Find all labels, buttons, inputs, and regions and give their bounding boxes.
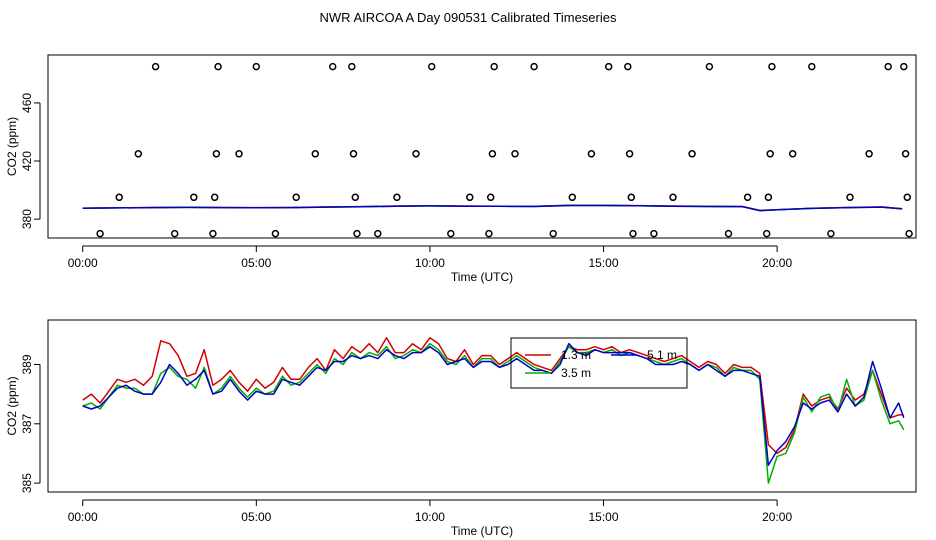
marker-point: [884, 62, 892, 71]
marker-point: [724, 229, 733, 238]
marker-point: [466, 193, 474, 202]
marker-point: [827, 229, 835, 238]
x-tick-label: 00:00: [68, 510, 98, 524]
marker-point: [865, 150, 873, 158]
x-axis-label: Time (UTC): [451, 524, 513, 538]
legend-label: 3.5 m: [561, 366, 591, 380]
marker-point: [348, 62, 356, 71]
marker-point: [768, 62, 776, 71]
marker-point: [252, 62, 261, 71]
marker-point: [486, 193, 495, 202]
marker-point: [669, 193, 677, 202]
marker-point: [511, 150, 519, 158]
marker-point: [587, 150, 596, 158]
series-line-51m: [82, 342, 905, 467]
marker-point: [214, 62, 222, 71]
y-axis-label: CO2 (ppm): [5, 117, 19, 176]
marker-point: [766, 150, 774, 158]
marker-point: [762, 229, 771, 238]
marker-point: [311, 150, 320, 158]
marker-point: [170, 229, 179, 238]
marker-point: [530, 62, 538, 71]
marker-point: [393, 193, 401, 202]
marker-point: [235, 150, 243, 158]
y-tick-label: 385: [20, 473, 34, 493]
marker-point: [846, 193, 854, 202]
marker-point: [96, 229, 104, 238]
marker-point: [743, 193, 752, 202]
marker-point: [349, 150, 358, 158]
bottom-panel: 00:00 05:00 10:00 15:00 20:00 Time (UTC) 385 38…: [5, 319, 917, 538]
marker-point: [764, 193, 773, 202]
marker-point: [190, 193, 198, 202]
series-line-51m: [82, 204, 903, 212]
marker-point: [151, 62, 160, 71]
marker-point: [788, 150, 797, 158]
plot-frame: [47, 54, 917, 239]
x-tick-label: 05:00: [241, 256, 271, 270]
x-tick-label: 20:00: [762, 256, 792, 270]
marker-point: [488, 150, 497, 158]
x-tick-label: 15:00: [589, 256, 619, 270]
marker-point: [412, 150, 420, 158]
marker-point: [374, 229, 382, 238]
x-tick-label: 20:00: [762, 510, 792, 524]
marker-point: [625, 150, 634, 158]
marker-point: [134, 150, 143, 158]
x-tick-label: 10:00: [415, 256, 445, 270]
y-tick-label: 380: [20, 209, 34, 229]
legend-box: [510, 337, 688, 389]
x-axis-label: Time (UTC): [451, 270, 513, 284]
marker-point: [210, 193, 219, 202]
y-tick-label: 420: [20, 151, 34, 171]
y-tick-label: 389: [20, 354, 34, 374]
marker-point: [901, 150, 910, 158]
x-tick-label: 10:00: [415, 510, 445, 524]
series-line-13m: [82, 337, 904, 455]
marker-point: [604, 62, 613, 71]
marker-point: [705, 62, 714, 71]
series-line-35m: [82, 342, 905, 484]
x-tick-label: 05:00: [241, 510, 271, 524]
x-tick-label: 15:00: [589, 510, 619, 524]
marker-point: [447, 229, 455, 238]
marker-point: [490, 62, 498, 71]
x-tick-label: 00:00: [68, 256, 98, 270]
marker-point: [328, 62, 337, 71]
y-tick-label: 387: [20, 413, 34, 433]
marker-point: [351, 193, 360, 202]
figure-title: NWR AIRCOA A Day 090531 Calibrated Times…: [320, 10, 617, 25]
marker-point: [900, 62, 908, 71]
plot-frame: [47, 319, 917, 493]
marker-point: [427, 62, 436, 71]
marker-point: [115, 193, 123, 202]
marker-point: [353, 229, 361, 238]
marker-point: [568, 193, 577, 202]
marker-point: [808, 62, 816, 71]
marker-point: [271, 229, 280, 238]
marker-point: [688, 150, 696, 158]
y-tick-label: 460: [20, 93, 34, 113]
legend-label: 5.1 m: [647, 348, 677, 362]
legend-label: 1.3 m: [561, 348, 591, 362]
marker-point: [903, 193, 912, 202]
marker-point: [905, 229, 913, 238]
marker-point: [549, 229, 557, 238]
marker-point: [292, 193, 300, 202]
top-panel: 00:00 05:00 10:00 15:00 20:00 Time (UTC) 380 42…: [5, 54, 917, 284]
marker-point: [209, 229, 217, 238]
marker-point: [485, 229, 493, 238]
marker-point: [627, 193, 636, 202]
y-axis-label: CO2 (ppm): [5, 376, 19, 435]
marker-point: [212, 150, 221, 158]
marker-point: [650, 229, 658, 238]
marker-point: [629, 229, 637, 238]
marker-point: [624, 62, 632, 71]
